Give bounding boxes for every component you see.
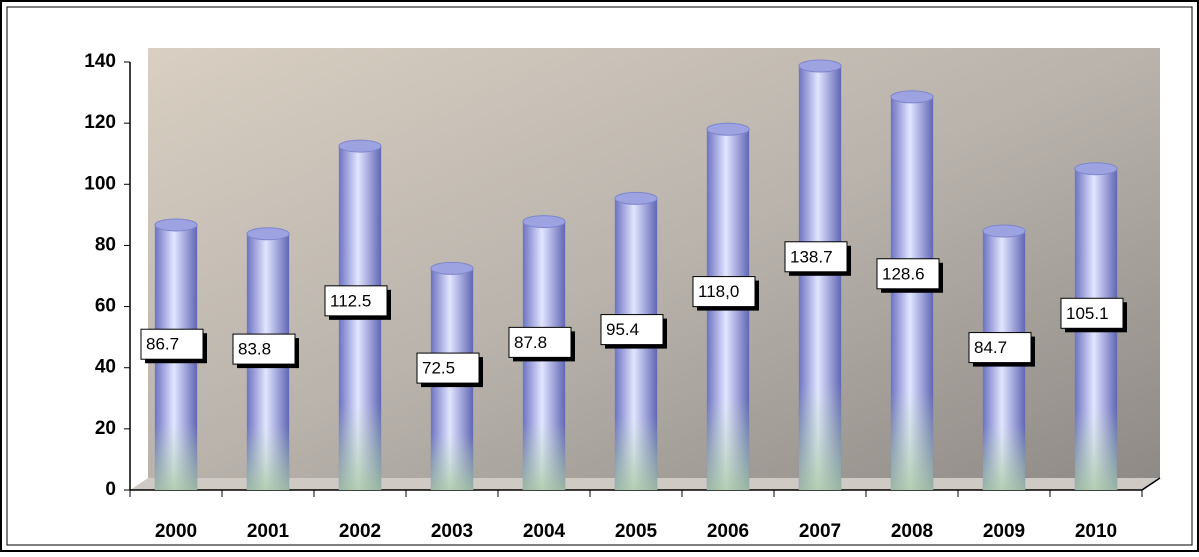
x-tick-label: 2005 [615, 521, 658, 542]
value-label-box [876, 258, 940, 290]
bar-top [798, 59, 842, 73]
value-label-box [416, 352, 480, 384]
value-label: 105.1 [1066, 304, 1109, 323]
value-label: 118,0 [698, 282, 739, 301]
inner-frame [6, 6, 1193, 546]
y-tick-label: 20 [95, 418, 116, 439]
bar-top [338, 139, 382, 153]
y-tick-label: 100 [84, 173, 116, 194]
value-label-box [968, 332, 1032, 364]
value-label: 87.8 [514, 333, 547, 352]
value-label: 84.7 [974, 338, 1007, 357]
value-label-box [692, 276, 756, 308]
x-tick-label: 2000 [155, 521, 197, 542]
y-tick-label: 80 [95, 234, 116, 255]
value-label: 72.5 [422, 359, 455, 378]
bar-top [154, 218, 198, 232]
value-label: 128.6 [882, 264, 925, 283]
bar-top [706, 122, 750, 136]
bar-top [890, 90, 934, 104]
y-tick-label: 140 [84, 51, 116, 72]
x-tick-label: 2003 [431, 521, 473, 542]
x-tick-label: 2001 [247, 521, 290, 542]
value-label-box [508, 326, 572, 358]
y-tick-label: 60 [95, 296, 116, 317]
x-tick-label: 2008 [891, 521, 933, 542]
value-label: 86.7 [146, 335, 179, 354]
x-tick-label: 2007 [799, 521, 841, 542]
bar-top [1074, 162, 1118, 176]
value-label-box [140, 328, 204, 360]
value-label-box [1060, 297, 1124, 329]
value-label-box [784, 241, 848, 273]
y-tick-label: 40 [95, 357, 116, 378]
x-tick-label: 2002 [339, 521, 381, 542]
bar-top [246, 227, 290, 241]
value-label-box [600, 314, 664, 346]
bar-top [982, 224, 1026, 238]
x-axis-depth [1141, 477, 1161, 491]
value-label: 112.5 [330, 291, 371, 310]
x-tick-label: 2006 [707, 521, 749, 542]
y-tick-label: 0 [105, 479, 116, 500]
value-label-box [232, 333, 296, 365]
x-tick-label: 2010 [1075, 521, 1117, 542]
bar-shade [890, 96, 934, 490]
x-tick-label: 2004 [523, 521, 566, 542]
y-tick-label: 120 [84, 112, 116, 133]
bar-top [614, 191, 658, 205]
value-label: 95.4 [606, 320, 639, 339]
x-tick-label: 2009 [983, 521, 1025, 542]
bar-top [430, 261, 474, 275]
bar-shade [798, 65, 842, 490]
value-label-box [324, 285, 388, 317]
bar-top [522, 215, 566, 229]
value-label: 138.7 [790, 247, 833, 266]
value-label: 83.8 [238, 340, 271, 359]
